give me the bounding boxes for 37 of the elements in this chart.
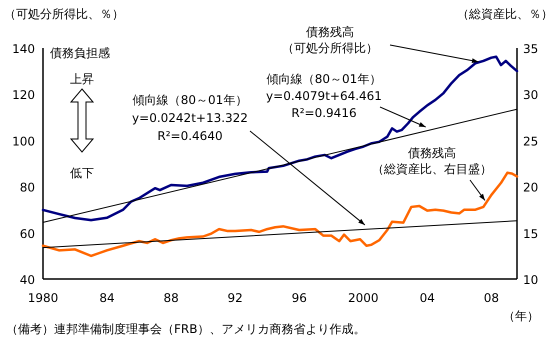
ytick: 40 [20, 273, 35, 287]
ytick: 140 [12, 42, 35, 56]
xtick: 96 [292, 291, 307, 305]
annotation: 債務残高 [306, 25, 354, 39]
ytick: 120 [12, 88, 35, 102]
y2tick: 10 [523, 273, 538, 287]
ytick: 60 [20, 226, 35, 241]
annotation: y=0.0242t+13.322 [132, 111, 248, 125]
annotation: （備考）連邦準備制度理事会（FRB）、アメリカ商務省より作成。 [6, 322, 366, 336]
y2label: （総資産比、％） [457, 7, 553, 21]
annotation: y=0.4079t+64.461 [266, 89, 382, 103]
annotation: 債務負担感 [50, 46, 110, 60]
annotation: 低下 [70, 166, 94, 180]
annotation: 傾向線（80～01年） [132, 93, 248, 107]
y2tick: 30 [523, 88, 538, 102]
xtick: 2000 [348, 291, 379, 305]
xtick: 08 [484, 291, 500, 305]
annotation: （可処分所得比） [282, 41, 378, 55]
xtick: 92 [228, 291, 243, 305]
ylabel: （可処分所得比、％） [4, 7, 124, 21]
annotation: 傾向線（80～01年） [266, 72, 382, 86]
annotation: R²=0.9416 [291, 106, 357, 120]
xtick: 84 [99, 291, 115, 305]
y2tick: 25 [523, 134, 538, 148]
annotation: 上昇 [70, 72, 94, 86]
ytick: 80 [20, 180, 35, 195]
ytick: 100 [12, 134, 35, 148]
y2tick: 35 [523, 42, 538, 56]
annotation: 債務残高 [408, 146, 456, 160]
y2tick: 15 [523, 226, 538, 241]
xlabel: （年） [503, 309, 539, 323]
xtick: 1980 [28, 291, 58, 305]
xtick: 04 [420, 291, 435, 305]
y2tick: 20 [523, 180, 538, 195]
annotation: R²=0.4640 [157, 129, 223, 143]
annotation: （総資産比、右目盛） [372, 162, 492, 176]
xtick: 88 [163, 291, 179, 305]
